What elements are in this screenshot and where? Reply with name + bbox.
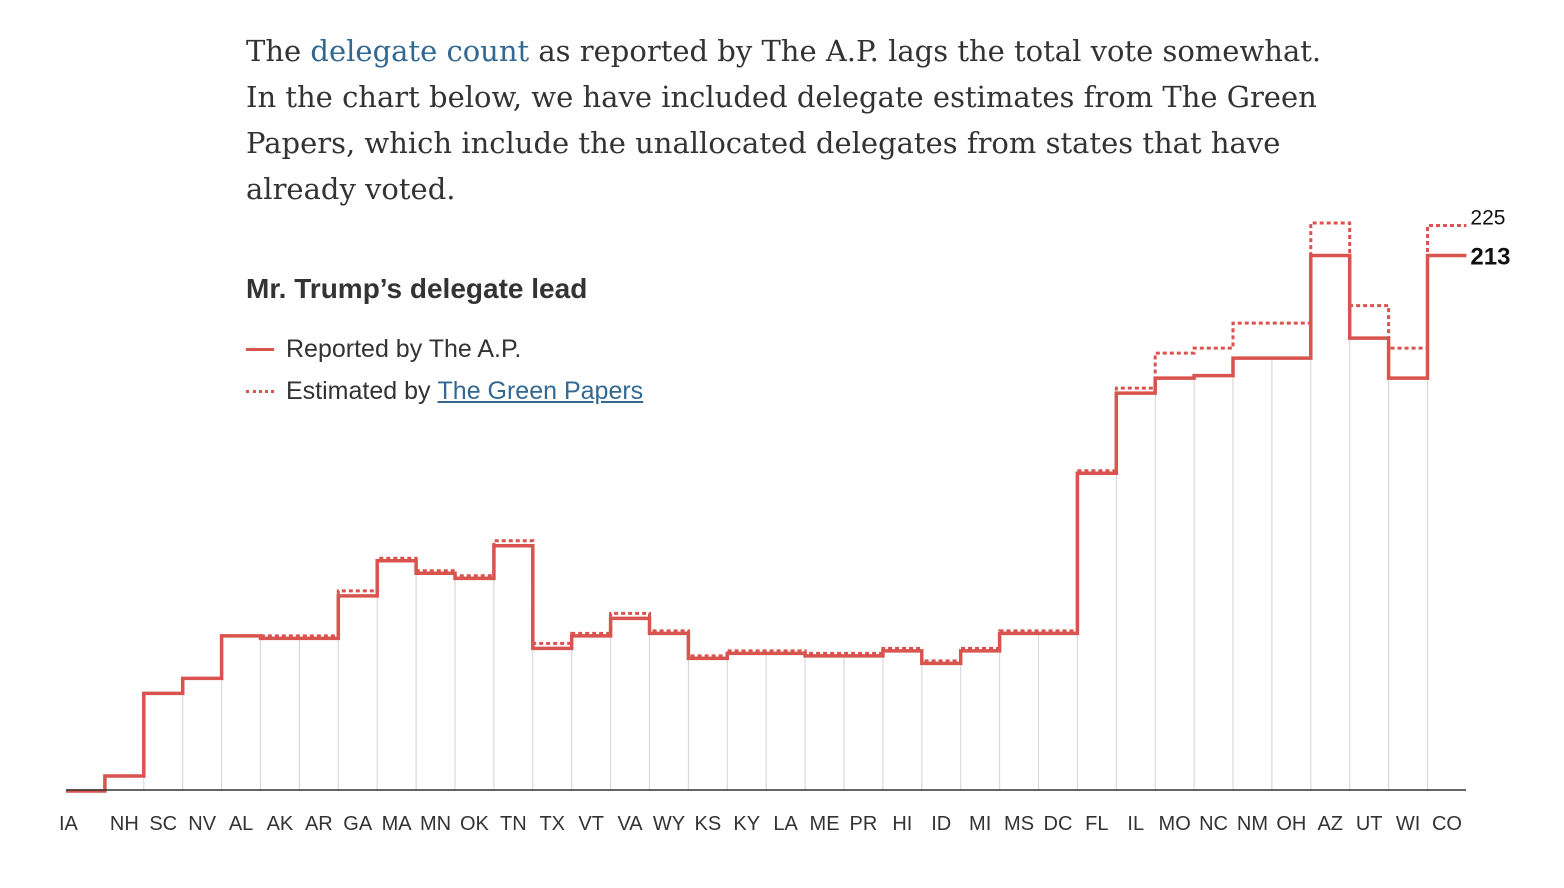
series-lines	[66, 221, 1467, 793]
series-line-reported	[66, 253, 1467, 793]
x-tick-label: IA	[59, 813, 79, 835]
x-tick-label: IL	[1127, 813, 1144, 835]
x-tick-label: NV	[188, 813, 216, 835]
x-tick-label: NH	[110, 813, 139, 835]
intro-suffix: as reported by The A.P. lags the total v…	[246, 34, 1322, 206]
x-tick-label: AL	[229, 813, 253, 835]
x-axis: IA NH SC NV AL AK AR GA MA MN OK TN TX VT VA WY KS KY LA ME…	[59, 789, 1466, 835]
x-tick-label: CO	[1432, 813, 1462, 835]
end-label-reported: 213	[1470, 244, 1510, 271]
x-tick-label: PR	[850, 813, 878, 835]
dotted-line-icon	[246, 389, 274, 393]
x-tick-label: VA	[617, 813, 643, 835]
x-tick-label: TX	[539, 813, 565, 835]
x-tick-label: ID	[931, 813, 951, 835]
delegate-count-link[interactable]: delegate count	[310, 34, 530, 68]
x-tick-label: AR	[305, 813, 333, 835]
legend-label-reported: Reported by The A.P.	[286, 334, 522, 363]
x-tick-label: VT	[578, 813, 604, 835]
x-tick-label: AZ	[1317, 813, 1343, 835]
x-tick-label: UT	[1356, 813, 1383, 835]
x-tick-label: TN	[500, 813, 527, 835]
intro-prefix: The	[246, 34, 311, 68]
x-tick-label: KY	[733, 813, 760, 835]
legend-item-estimated: Estimated by The Green Papers	[246, 376, 643, 406]
x-tick-label: MO	[1159, 813, 1191, 835]
x-tick-label: AK	[267, 813, 294, 835]
x-tick-label: MA	[382, 813, 413, 835]
x-tick-label: DC	[1044, 813, 1073, 835]
legend-item-reported: Reported by The A.P.	[246, 334, 521, 364]
x-tick-label: NC	[1199, 813, 1228, 835]
x-tick-label: WY	[653, 813, 685, 835]
x-tick-label: GA	[343, 813, 373, 835]
end-label-estimated: 225	[1470, 207, 1505, 230]
x-tick-label: MS	[1004, 813, 1034, 835]
x-tick-label: HI	[892, 813, 912, 835]
x-tick-label: KS	[695, 813, 722, 835]
x-tick-label: OK	[460, 813, 490, 835]
intro-paragraph: The delegate count as reported by The A.…	[246, 28, 1326, 212]
end-labels: 213 225	[1470, 207, 1510, 271]
gridlines	[104, 255, 1429, 791]
green-papers-link[interactable]: The Green Papers	[437, 376, 644, 405]
chart-title: Mr. Trump’s delegate lead	[246, 273, 588, 304]
x-tick-label: NM	[1237, 813, 1268, 835]
solid-line-icon	[246, 347, 274, 351]
x-tick-label: OH	[1276, 813, 1306, 835]
series-line-estimated	[66, 221, 1467, 793]
x-tick-label: ME	[810, 813, 840, 835]
x-tick-label: LA	[773, 813, 798, 835]
x-tick-label: SC	[149, 813, 177, 835]
x-tick-label: FL	[1085, 813, 1108, 835]
x-tick-label: MI	[969, 813, 991, 835]
legend-label-estimated: Estimated by	[286, 376, 431, 405]
x-tick-label: WI	[1396, 813, 1420, 835]
x-tick-label: MN	[420, 813, 451, 835]
